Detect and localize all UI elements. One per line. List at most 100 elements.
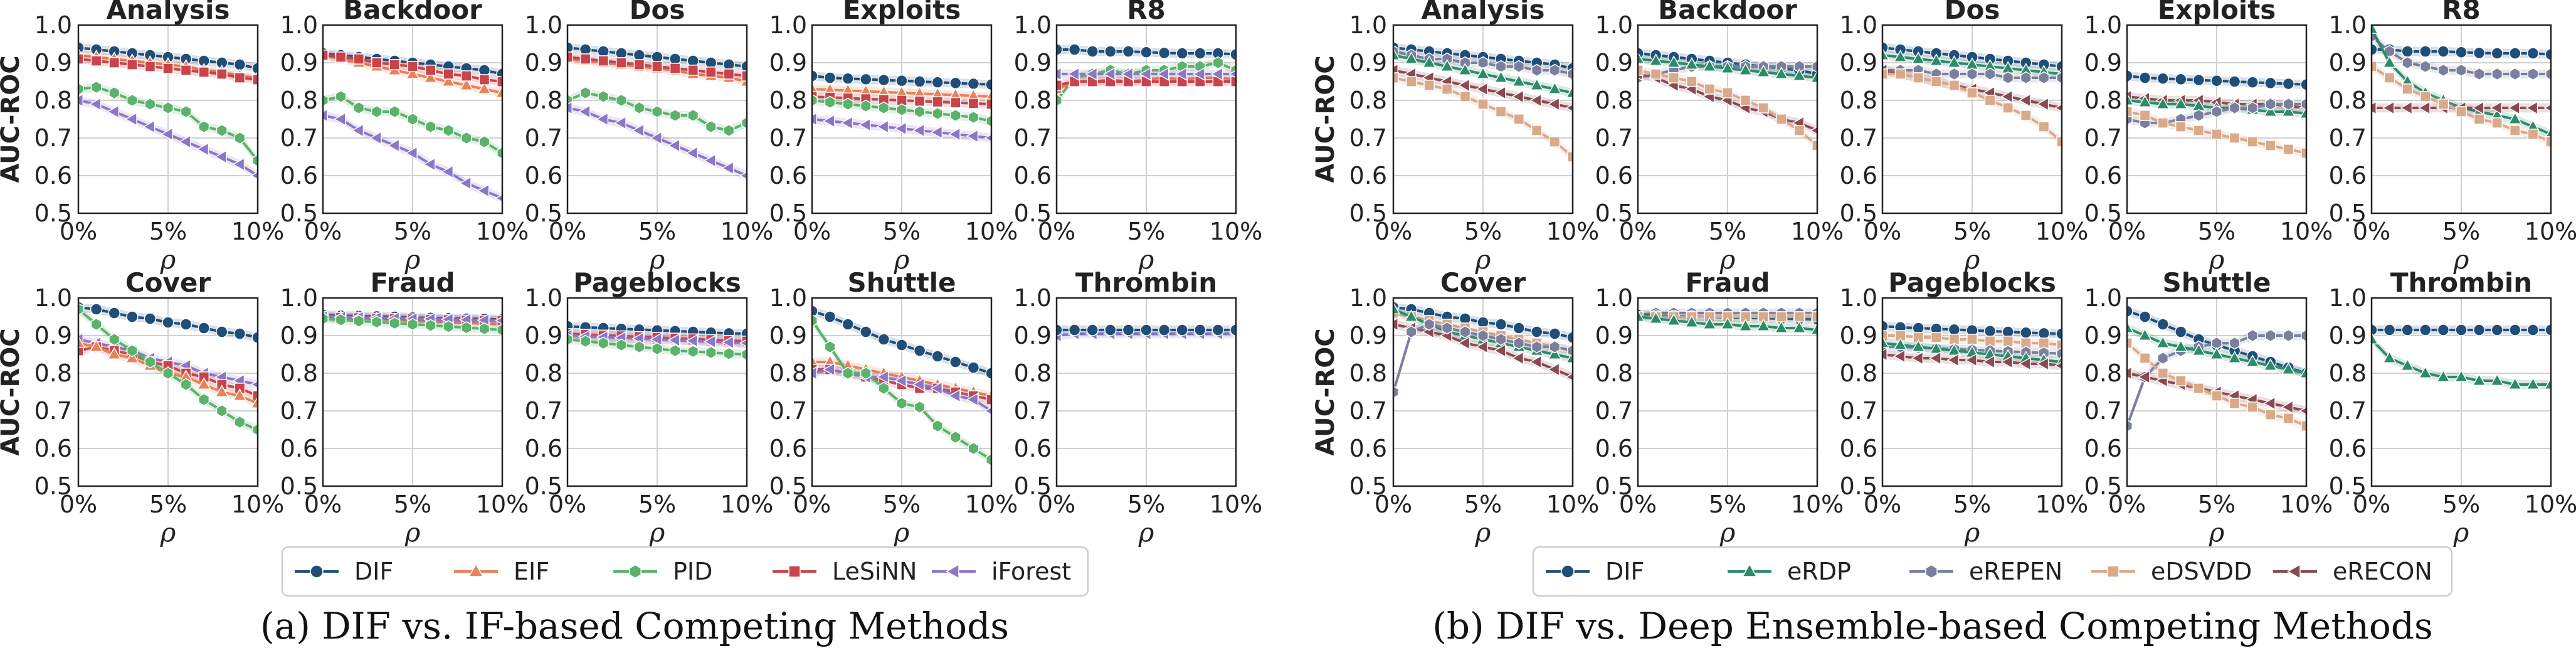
data-point [2543, 127, 2551, 139]
y-tick-label: 0.7 [280, 397, 318, 425]
data-point [78, 93, 83, 108]
series-group [812, 70, 991, 144]
data-point [369, 130, 382, 146]
y-tick-label: 0.8 [1595, 359, 1633, 387]
data-point [2246, 354, 2260, 367]
data-point [1810, 126, 1817, 135]
data-point [90, 317, 102, 331]
data-point [703, 153, 716, 168]
data-point [459, 78, 473, 90]
data-point [2175, 375, 2187, 386]
data-point [579, 334, 591, 348]
data-point [1930, 76, 1942, 87]
data-point [2419, 91, 2431, 102]
y-tick-label: 0.7 [1349, 124, 1387, 152]
data-point [2037, 327, 2051, 340]
panel-title: Pageblocks [573, 267, 741, 298]
data-point [949, 109, 961, 122]
x-tick-label: 10% [1210, 218, 1262, 245]
data-point [1139, 66, 1151, 82]
data-point [2002, 71, 2014, 85]
data-point [2372, 43, 2378, 56]
data-point [650, 130, 662, 146]
data-point [2264, 329, 2276, 343]
data-point [2491, 117, 2503, 129]
y-tick-label: 0.5 [2084, 472, 2122, 500]
data-point [633, 59, 645, 70]
data-point [1567, 67, 1573, 81]
data-point [596, 112, 609, 127]
y-tick-label: 1.0 [1349, 284, 1387, 312]
legend-item-dif: DIF [1546, 558, 1644, 585]
x-tick-label: 10% [231, 218, 284, 245]
panel-title: Exploits [2158, 0, 2276, 25]
data-point [1947, 55, 1961, 68]
y-tick-label: 0.9 [34, 49, 72, 77]
plot-frame [566, 297, 748, 487]
x-tick-label: 5% [1127, 218, 1165, 245]
data-point [598, 336, 610, 350]
x-tick-label: 0% [304, 491, 342, 518]
x-tick-label: 0% [60, 218, 97, 245]
data-point [1194, 47, 1206, 60]
data-point [1702, 59, 1717, 72]
y-tick-label: 1.0 [1840, 284, 1877, 312]
series-group [78, 301, 258, 437]
series-erdp [1638, 309, 1817, 335]
data-point [2157, 368, 2169, 379]
data-point [1758, 102, 1770, 114]
data-point [2036, 356, 2049, 371]
data-point [2138, 72, 2151, 84]
x-axis-label: ρ [1719, 517, 1736, 548]
data-point [1086, 324, 1099, 336]
data-point [2192, 343, 2206, 356]
panel-title: Fraud [1685, 267, 1770, 298]
data-point [460, 131, 472, 145]
data-point [216, 68, 228, 80]
data-point [351, 123, 364, 138]
data-point [984, 89, 991, 102]
series-lesinn [78, 53, 258, 85]
data-point [685, 334, 699, 348]
series-iforest [812, 112, 991, 144]
y-tick-label: 0.7 [1595, 397, 1633, 425]
data-point [895, 339, 908, 351]
panel-b-r8: 0.5 0.6 0.7 0.8 0.9 1.0 0% 5% 10% R8 ρ [2329, 0, 2576, 275]
data-point [2127, 321, 2135, 333]
y-tick-label: 0.6 [2329, 435, 2367, 462]
y-tick-label: 0.9 [2084, 322, 2122, 349]
plot-frame [566, 24, 748, 215]
data-point [1929, 53, 1943, 66]
legend-marker [1741, 563, 1758, 577]
data-point [2473, 67, 2485, 81]
panel-title: Thrombin [2390, 267, 2532, 298]
panel-a-pageblocks: 0.5 0.6 0.7 0.8 0.9 1.0 0% 5% 10% Pageblocks ρ [525, 267, 774, 548]
data-point [1649, 311, 1663, 324]
x-tick-label: 10% [1791, 218, 1844, 245]
x-tick-label: 5% [1464, 218, 1502, 245]
legend-marker [1925, 564, 1938, 579]
x-axis-label: ρ [649, 517, 665, 548]
data-point [1893, 50, 1908, 62]
data-point [1930, 332, 1942, 343]
y-tick-label: 0.5 [1840, 472, 1877, 500]
x-axis-label: ρ [1475, 244, 1491, 275]
x-tick-label: 0% [2353, 491, 2390, 518]
data-point [1176, 47, 1188, 60]
data-point [1493, 343, 1506, 358]
panel-a-dos: 0.5 0.6 0.7 0.8 0.9 1.0 0% 5% 10% Dos ρ [525, 0, 774, 275]
data-point [2264, 97, 2276, 111]
data-point [932, 419, 944, 433]
x-tick-label: 0% [1619, 218, 1657, 245]
data-point [877, 333, 890, 346]
data-point [2156, 318, 2169, 331]
x-tick-label: 0% [60, 491, 97, 518]
data-point [1913, 72, 1924, 83]
series-iforest [567, 328, 747, 349]
data-point [2491, 324, 2503, 336]
data-point [1068, 324, 1081, 336]
plot-frame [811, 297, 993, 487]
y-tick-label: 0.5 [1014, 472, 1052, 500]
data-point [913, 75, 926, 88]
data-point [1792, 68, 1807, 81]
